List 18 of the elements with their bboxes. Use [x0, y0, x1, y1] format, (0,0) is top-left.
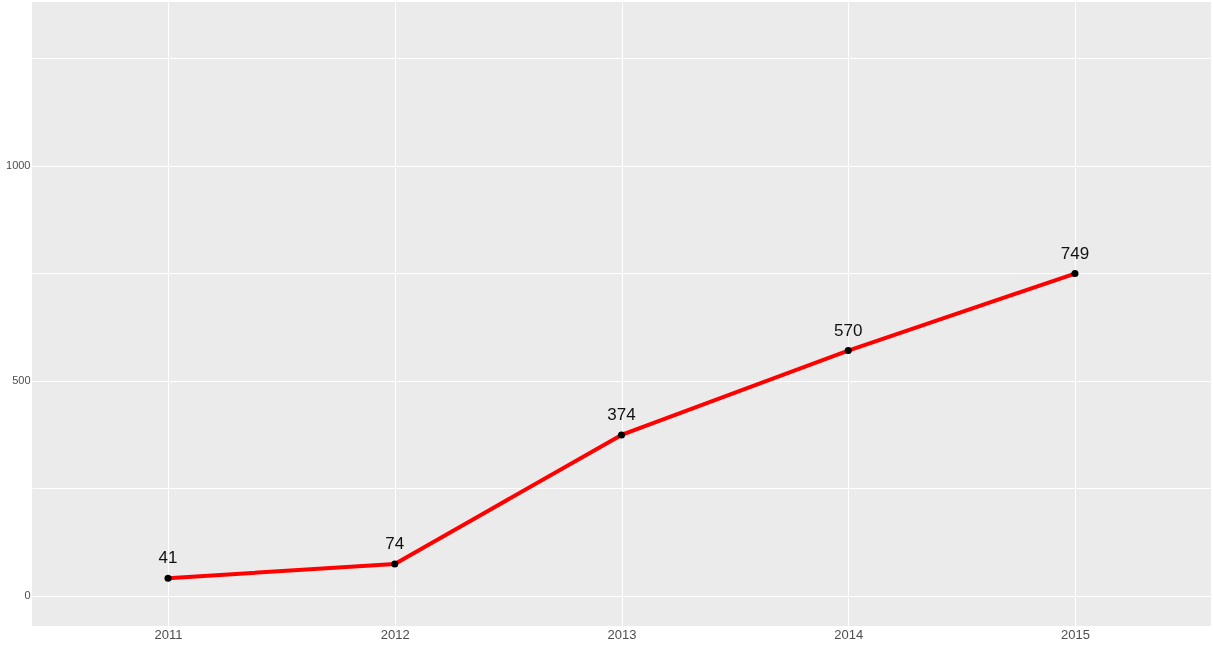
data-label: 374	[607, 404, 636, 424]
y-tick-label: 500	[12, 374, 31, 387]
data-label: 74	[385, 534, 405, 554]
data-label: 570	[834, 320, 863, 340]
point	[164, 574, 172, 582]
x-tick-label: 2014	[834, 626, 864, 642]
point	[1071, 270, 1079, 278]
x-tick-label: 2012	[380, 626, 410, 642]
x-tick-label: 2013	[607, 626, 637, 642]
x-tick-label: 2015	[1061, 626, 1090, 642]
data-label: 749	[1060, 243, 1090, 263]
point	[391, 560, 399, 568]
point	[844, 347, 852, 355]
y-tick-label: 1000	[6, 159, 31, 172]
y-tick-label: 0	[24, 589, 31, 602]
data-label: 41	[158, 548, 178, 568]
point	[617, 431, 626, 439]
x-tick-label: 2011	[154, 626, 183, 642]
